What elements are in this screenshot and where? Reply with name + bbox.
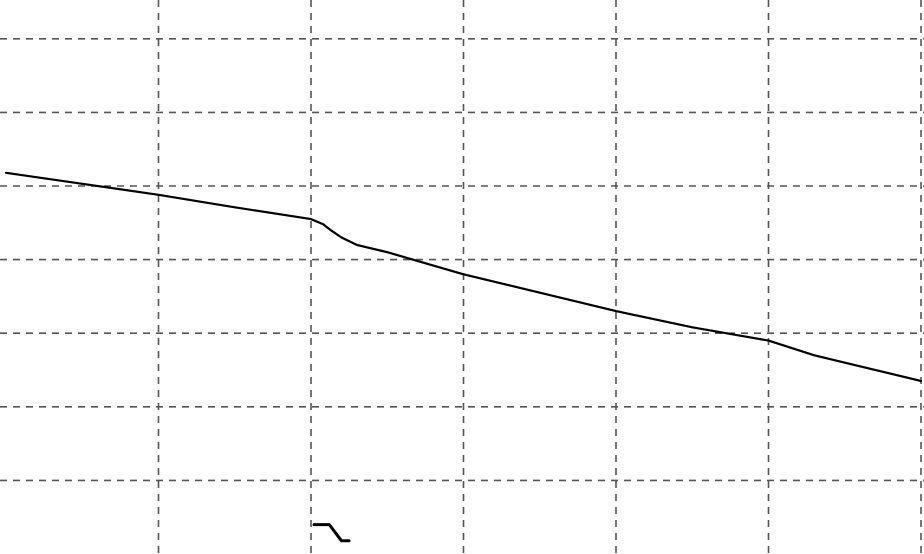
series-group [4,171,923,383]
event-marker-1 [312,523,351,543]
trace-line-1 [4,171,923,383]
annotations [312,523,351,543]
